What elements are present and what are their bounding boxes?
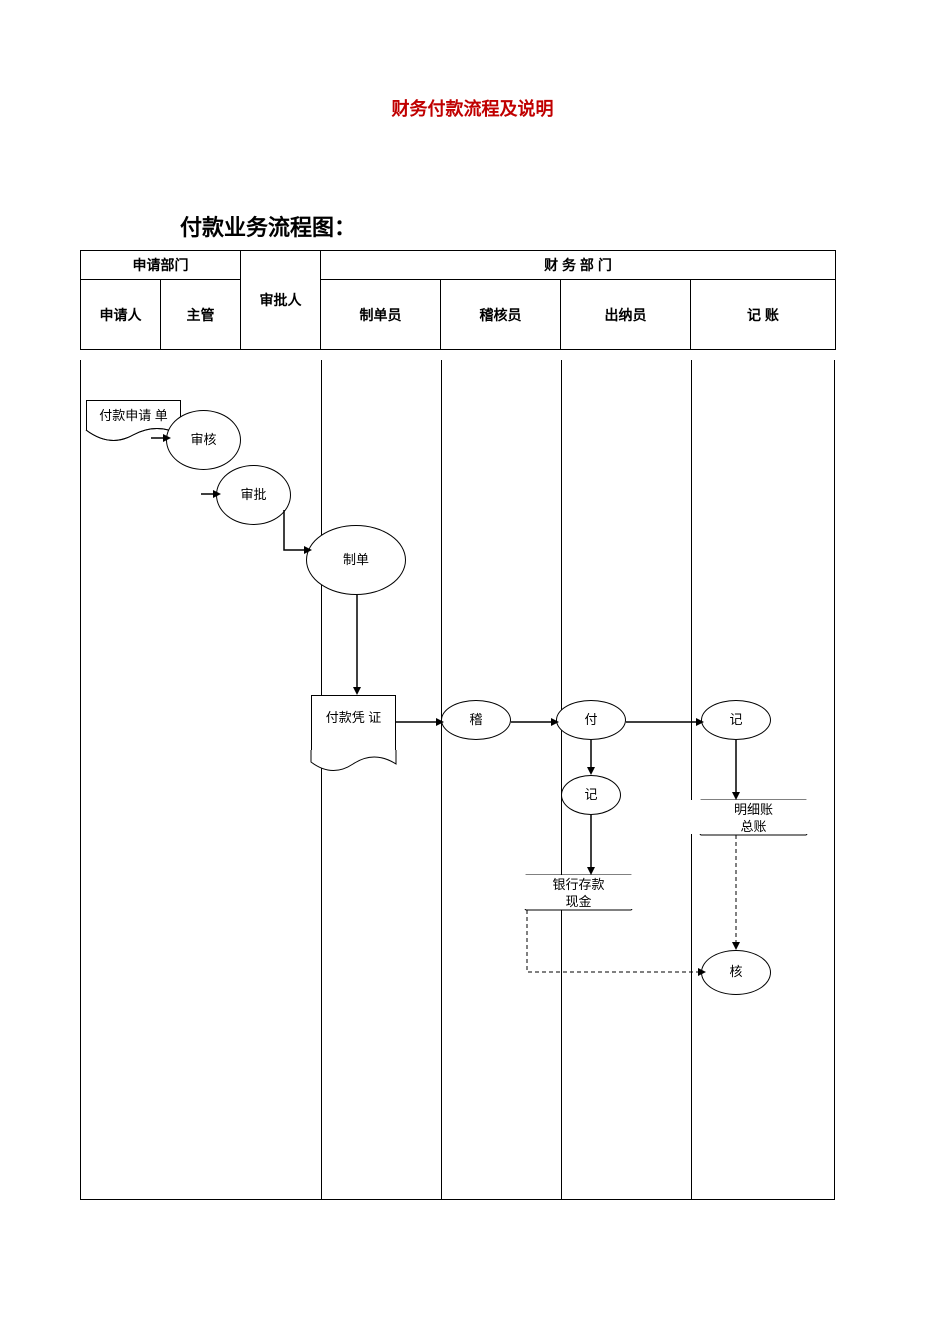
arrow xyxy=(284,510,312,560)
header-dept-finance: 财 务 部 门 xyxy=(321,251,836,280)
record-accountant-label: 记 xyxy=(729,712,742,729)
node-record-accountant: 记 xyxy=(701,700,771,740)
header-preparer: 制单员 xyxy=(321,280,441,350)
book-cash-label: 现金 xyxy=(565,891,591,910)
arrow xyxy=(151,432,171,444)
verify-label: 核 xyxy=(729,964,742,981)
node-review: 审核 xyxy=(166,410,241,470)
pay-label: 付 xyxy=(584,712,597,729)
book-detail-label-container: 明细账 xyxy=(691,800,816,817)
approve-label: 审批 xyxy=(240,483,266,506)
document-title: 财务付款流程及说明 xyxy=(0,95,945,121)
node-apply-doc: 付款申请 单 xyxy=(86,400,181,430)
dashed-arrow xyxy=(730,835,742,950)
header-recorder: 记 账 xyxy=(691,280,836,350)
audit-label: 稽 xyxy=(469,712,482,729)
node-pay: 付 xyxy=(556,700,626,740)
book-bank-label-container: 银行存款 xyxy=(516,875,641,892)
book-general-label-container: 总账 xyxy=(691,817,816,834)
col-divider xyxy=(441,360,442,1200)
arrow xyxy=(396,716,444,728)
flow-area: 付款申请 单 审核 审批 制单 付款凭 证 稽 xyxy=(80,360,835,1200)
book-general-label: 总账 xyxy=(740,816,766,835)
arrow xyxy=(585,740,597,775)
node-audit: 稽 xyxy=(441,700,511,740)
header-approver: 审批人 xyxy=(241,251,321,350)
dashed-arrow xyxy=(521,910,706,980)
arrow xyxy=(626,716,704,728)
node-approve: 审批 xyxy=(216,465,291,525)
review-label: 审核 xyxy=(190,428,216,451)
header-dept-apply: 申请部门 xyxy=(81,251,241,280)
swimlane-header: 申请部门 审批人 财 务 部 门 申请人 主管 制单员 稽核员 出纳员 记 账 xyxy=(80,250,836,350)
node-verify: 核 xyxy=(701,950,771,995)
apply-doc-label: 付款申请 单 xyxy=(99,408,168,423)
voucher-bottom-curve xyxy=(311,750,396,778)
arrow xyxy=(730,740,742,800)
arrow xyxy=(511,716,559,728)
record-cashier-label: 记 xyxy=(584,787,597,804)
header-cashier: 出纳员 xyxy=(561,280,691,350)
col-divider xyxy=(561,360,562,1200)
header-manager: 主管 xyxy=(161,280,241,350)
node-prepare: 制单 xyxy=(306,525,406,595)
chart-title: 付款业务流程图： xyxy=(180,210,356,242)
header-applicant: 申请人 xyxy=(81,280,161,350)
arrow xyxy=(351,595,363,695)
book-cash-label-container: 现金 xyxy=(516,892,641,909)
node-record-cashier: 记 xyxy=(561,775,621,815)
prepare-label: 制单 xyxy=(343,548,369,571)
header-auditor: 稽核员 xyxy=(441,280,561,350)
page: 财务付款流程及说明 付款业务流程图： 申请部门 审批人 财 务 部 门 申请人 … xyxy=(0,0,945,1337)
col-divider xyxy=(321,360,322,1200)
col-divider xyxy=(691,360,692,1200)
voucher-doc-label: 付款凭 证 xyxy=(326,710,382,725)
arrow xyxy=(201,488,221,500)
node-voucher-doc: 付款凭 证 xyxy=(311,695,396,750)
arrow xyxy=(585,815,597,875)
